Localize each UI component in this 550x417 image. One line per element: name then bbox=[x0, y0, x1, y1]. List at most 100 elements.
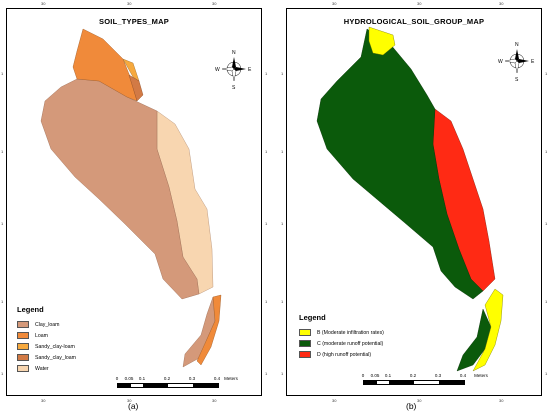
right-tick-label: 1 bbox=[265, 221, 268, 226]
scale-bar: 0 0.05 0.1 0.2 0.3 0.4 Meters bbox=[115, 376, 238, 388]
legend-label: C (moderate runoff potential) bbox=[317, 340, 384, 347]
group-b-zone-top bbox=[368, 26, 396, 56]
scale-bar-graphic bbox=[363, 380, 465, 385]
hsg-map-area: N S E W bbox=[316, 26, 535, 372]
top-tick-label: 30 bbox=[417, 1, 422, 6]
compass-n: N bbox=[515, 42, 519, 48]
hydrological-soil-group-map-panel: HYDROLOGICAL_SOIL_GROUP_MAP 30 30 30 30 … bbox=[281, 1, 547, 403]
scale-unit: Meters bbox=[474, 373, 488, 378]
legend-swatch bbox=[299, 351, 311, 358]
left-tick-label: 1 bbox=[281, 149, 284, 154]
north-arrow-icon bbox=[504, 49, 529, 74]
compass-e: E bbox=[248, 67, 252, 73]
soil-types-map-panel: SOIL_TYPES_MAP 30 30 30 30 30 30 1 1 1 1… bbox=[1, 1, 267, 403]
left-tick-label: 1 bbox=[1, 371, 4, 376]
map-title: SOIL_TYPES_MAP bbox=[99, 17, 169, 26]
map-title: HYDROLOGICAL_SOIL_GROUP_MAP bbox=[343, 17, 485, 26]
top-tick-label: 30 bbox=[332, 1, 337, 6]
bottom-tick-label: 30 bbox=[127, 398, 132, 403]
legend-label: D (high runoff potential) bbox=[317, 351, 372, 358]
legend-label: Sandy_clay-loam bbox=[35, 343, 75, 350]
legend-swatch bbox=[17, 321, 29, 328]
legend-label: Water bbox=[35, 365, 49, 372]
left-tick-label: 1 bbox=[1, 299, 4, 304]
clay-loam-zone bbox=[40, 78, 200, 300]
right-tick-label: 1 bbox=[545, 149, 548, 154]
left-tick-label: 1 bbox=[1, 71, 4, 76]
right-tick-label: 1 bbox=[545, 299, 548, 304]
north-arrow-icon bbox=[221, 57, 246, 82]
right-tick-label: 1 bbox=[545, 371, 548, 376]
legend-swatch bbox=[17, 343, 29, 350]
loam-zone bbox=[72, 28, 138, 102]
legend-swatch bbox=[17, 354, 29, 361]
left-tick-label: 1 bbox=[1, 149, 4, 154]
left-tick-label: 1 bbox=[281, 371, 284, 376]
compass-w: W bbox=[215, 67, 220, 73]
legend-label: Clay_loam bbox=[35, 321, 60, 328]
legend-title: Legend bbox=[17, 305, 44, 314]
scale-unit: Meters bbox=[224, 376, 238, 381]
bottom-tick-label: 30 bbox=[332, 398, 337, 403]
scale-label: 0.05 bbox=[370, 373, 380, 378]
bottom-tick-label: 30 bbox=[41, 398, 46, 403]
compass-n: N bbox=[232, 50, 236, 56]
right-tick-label: 1 bbox=[265, 71, 268, 76]
left-tick-label: 1 bbox=[1, 221, 4, 226]
scale-label: 0.1 bbox=[138, 376, 146, 381]
legend-item: C (moderate runoff potential) bbox=[299, 338, 384, 349]
legend-swatch bbox=[299, 340, 311, 347]
legend-item: Water bbox=[17, 363, 76, 374]
legend-item: Sandy_clay_loam bbox=[17, 352, 76, 363]
legend-swatch bbox=[299, 329, 311, 336]
right-tick-label: 1 bbox=[265, 149, 268, 154]
soil-map-area: N S E W bbox=[40, 28, 252, 368]
top-tick-label: 30 bbox=[499, 1, 504, 6]
bottom-tick-label: 30 bbox=[212, 398, 217, 403]
scale-label: 0.3 bbox=[434, 373, 442, 378]
legend-title: Legend bbox=[299, 313, 326, 322]
legend-swatch bbox=[17, 332, 29, 339]
scale-label: 0.05 bbox=[124, 376, 134, 381]
legend-item: Loam bbox=[17, 330, 76, 341]
scale-label: 0 bbox=[115, 376, 119, 381]
legend-swatch bbox=[17, 365, 29, 372]
legend-item: D (high runoff potential) bbox=[299, 349, 384, 360]
scale-label: 0.1 bbox=[384, 373, 392, 378]
right-tick-label: 1 bbox=[545, 71, 548, 76]
scale-bar-graphic bbox=[117, 383, 219, 388]
compass-s: S bbox=[515, 77, 519, 83]
group-c-zone bbox=[316, 28, 484, 300]
caption-b: (b) bbox=[406, 401, 417, 411]
right-tick-label: 1 bbox=[265, 299, 268, 304]
scale-bar: 0 0.05 0.1 0.2 0.3 0.4 Meters bbox=[361, 373, 503, 385]
caption-a: (a) bbox=[128, 401, 139, 411]
group-b-zone-tail bbox=[472, 288, 504, 372]
scale-label: 0.4 bbox=[459, 373, 467, 378]
compass-e: E bbox=[531, 59, 535, 65]
scale-label: 0 bbox=[361, 373, 365, 378]
sandy-clay-loam-zone-2 bbox=[128, 74, 144, 102]
right-tick-label: 1 bbox=[265, 371, 268, 376]
top-tick-label: 30 bbox=[41, 1, 46, 6]
top-tick-label: 30 bbox=[212, 1, 217, 6]
hsg-legend: Legend B (Moderate infiltration rates) C… bbox=[299, 313, 384, 360]
legend-label: B (Moderate infiltration rates) bbox=[317, 329, 384, 336]
left-tick-label: 1 bbox=[281, 221, 284, 226]
right-tick-label: 1 bbox=[545, 221, 548, 226]
legend-item: B (Moderate infiltration rates) bbox=[299, 327, 384, 338]
top-tick-label: 30 bbox=[127, 1, 132, 6]
scale-label: 0.3 bbox=[188, 376, 196, 381]
scale-label: 0.4 bbox=[213, 376, 221, 381]
compass-s: S bbox=[232, 85, 236, 91]
legend-item: Clay_loam bbox=[17, 319, 76, 330]
legend-label: Loam bbox=[35, 332, 48, 339]
compass-w: W bbox=[498, 59, 503, 65]
soil-legend: Legend Clay_loam Loam Sandy_clay-loam Sa… bbox=[17, 305, 76, 374]
legend-item: Sandy_clay-loam bbox=[17, 341, 76, 352]
left-tick-label: 1 bbox=[281, 299, 284, 304]
scale-label: 0.2 bbox=[163, 376, 171, 381]
left-tick-label: 1 bbox=[281, 71, 284, 76]
bottom-tick-label: 30 bbox=[417, 398, 422, 403]
southern-tail-loam bbox=[196, 294, 222, 366]
